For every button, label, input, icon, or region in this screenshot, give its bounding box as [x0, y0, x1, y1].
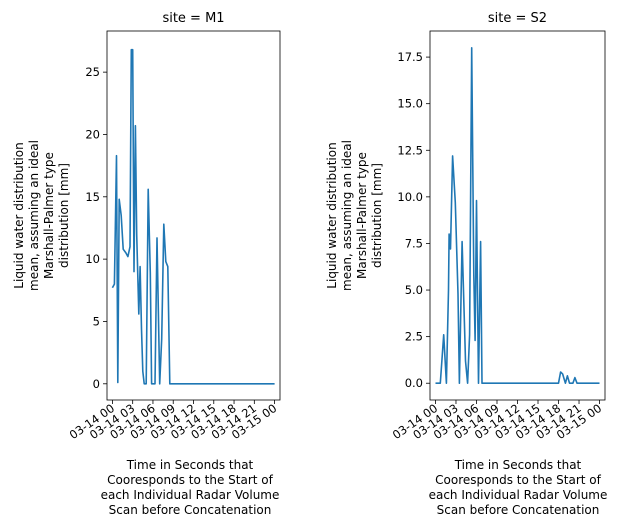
y-tick-label: 10 [85, 252, 100, 266]
chart-title: site = S2 [488, 11, 547, 26]
x-axis-label: Time in Seconds that Cooresponds to the S… [429, 458, 608, 517]
y-tick-label: 0.0 [405, 376, 423, 390]
y-tick-label: 10.0 [397, 190, 423, 204]
y-tick-label: 17.5 [397, 50, 423, 64]
y-tick-label: 25 [85, 65, 100, 79]
y-axis-label: Liquid water distributionmean, assuming … [12, 140, 71, 291]
y-tick-label: 7.5 [405, 236, 423, 250]
x-axis-label: Time in Seconds that Cooresponds to the S… [101, 458, 280, 517]
series-line [111, 48, 275, 385]
y-tick-label: 2.5 [405, 330, 423, 344]
y-tick-label: 0 [93, 377, 100, 391]
chart-title: site = M1 [162, 11, 224, 26]
chart-s2: site = S20.02.55.07.510.012.515.017.503-… [325, 11, 607, 517]
y-tick-label: 15.0 [397, 97, 423, 111]
y-tick-label: 20 [85, 127, 100, 141]
y-tick-label: 5.0 [405, 283, 423, 297]
series-line [435, 47, 600, 384]
y-tick-label: 5 [93, 314, 100, 328]
y-axis-label: Liquid water distributionmean, assuming … [325, 140, 384, 291]
y-tick-label: 15 [85, 190, 100, 204]
y-tick-label: 12.5 [397, 143, 423, 157]
